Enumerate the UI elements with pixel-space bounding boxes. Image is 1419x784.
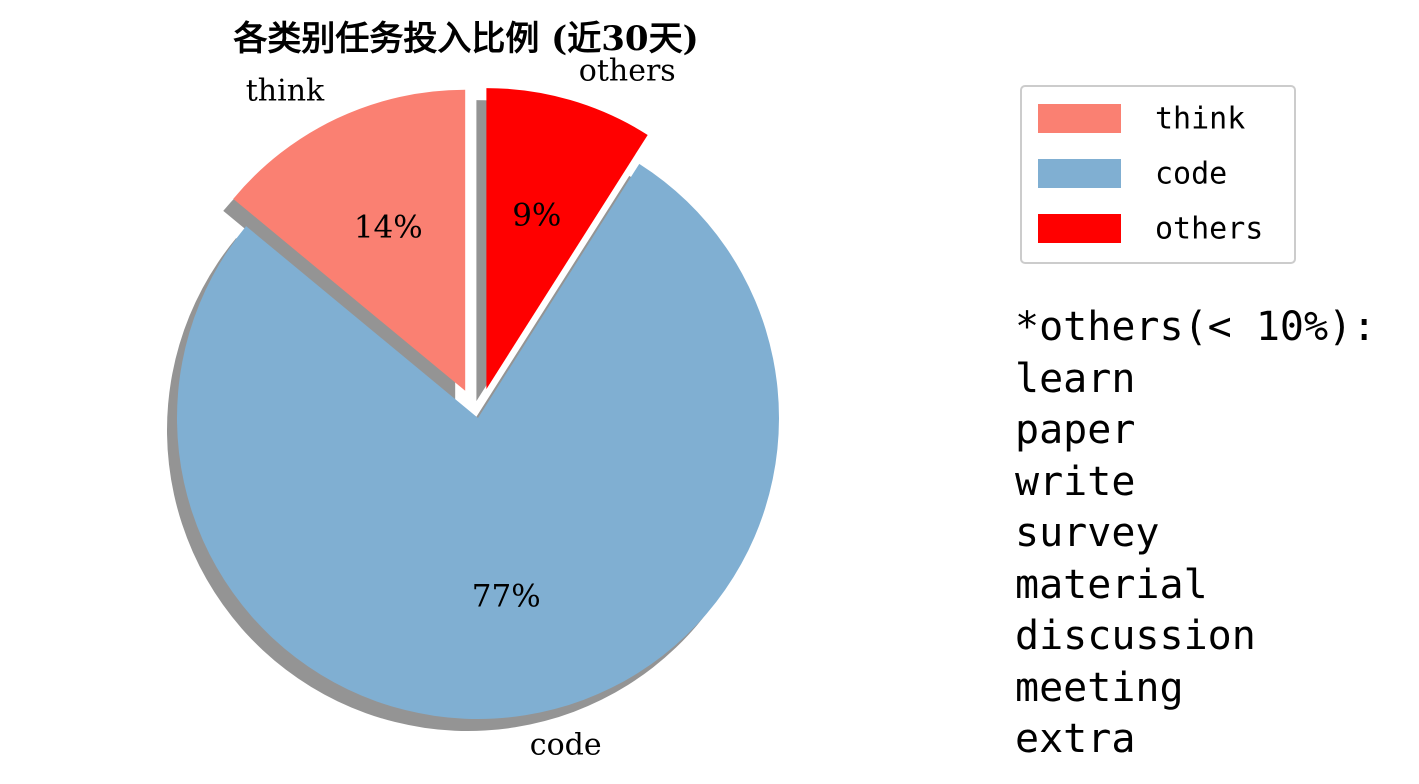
- legend-label-others: others: [1155, 212, 1263, 247]
- others-note-item: extra: [1015, 716, 1136, 762]
- slice-label-think: think: [246, 74, 325, 109]
- pie-labels: think 14% code 77% others 9%: [246, 54, 676, 763]
- legend: think code others: [1020, 85, 1296, 264]
- others-note-item: discussion: [1015, 613, 1256, 659]
- legend-entries: think code others: [1038, 102, 1263, 247]
- others-note-item: material: [1015, 561, 1208, 608]
- others-note-item: learn: [1015, 355, 1136, 402]
- slice-percent-think: 14%: [354, 209, 423, 245]
- others-note-item: survey: [1015, 510, 1160, 556]
- pie-slice-think: [233, 89, 466, 391]
- slice-percent-code: 77%: [472, 578, 541, 614]
- pie-slice-others: [486, 88, 648, 390]
- others-note-item: paper: [1015, 407, 1136, 453]
- legend-label-code: code: [1155, 157, 1227, 192]
- others-note: *others(< 10%): learn paper write survey…: [1015, 302, 1376, 766]
- legend-swatch-code: [1038, 159, 1121, 188]
- chart-title: 各类别任务投入比例 (近30天): [233, 19, 698, 59]
- pie-slice-code: [176, 163, 779, 719]
- legend-swatch-think: [1038, 104, 1121, 133]
- legend-swatch-others: [1038, 214, 1121, 243]
- others-note-heading: *others(< 10%):: [1015, 304, 1377, 350]
- others-note-item: write: [1015, 458, 1136, 505]
- others-note-item: meeting: [1015, 664, 1184, 711]
- legend-label-think: think: [1155, 102, 1245, 137]
- slice-percent-others: 9%: [512, 198, 561, 234]
- pie-slices: [176, 88, 779, 719]
- slice-label-code: code: [530, 728, 602, 763]
- slice-label-others: others: [579, 54, 676, 89]
